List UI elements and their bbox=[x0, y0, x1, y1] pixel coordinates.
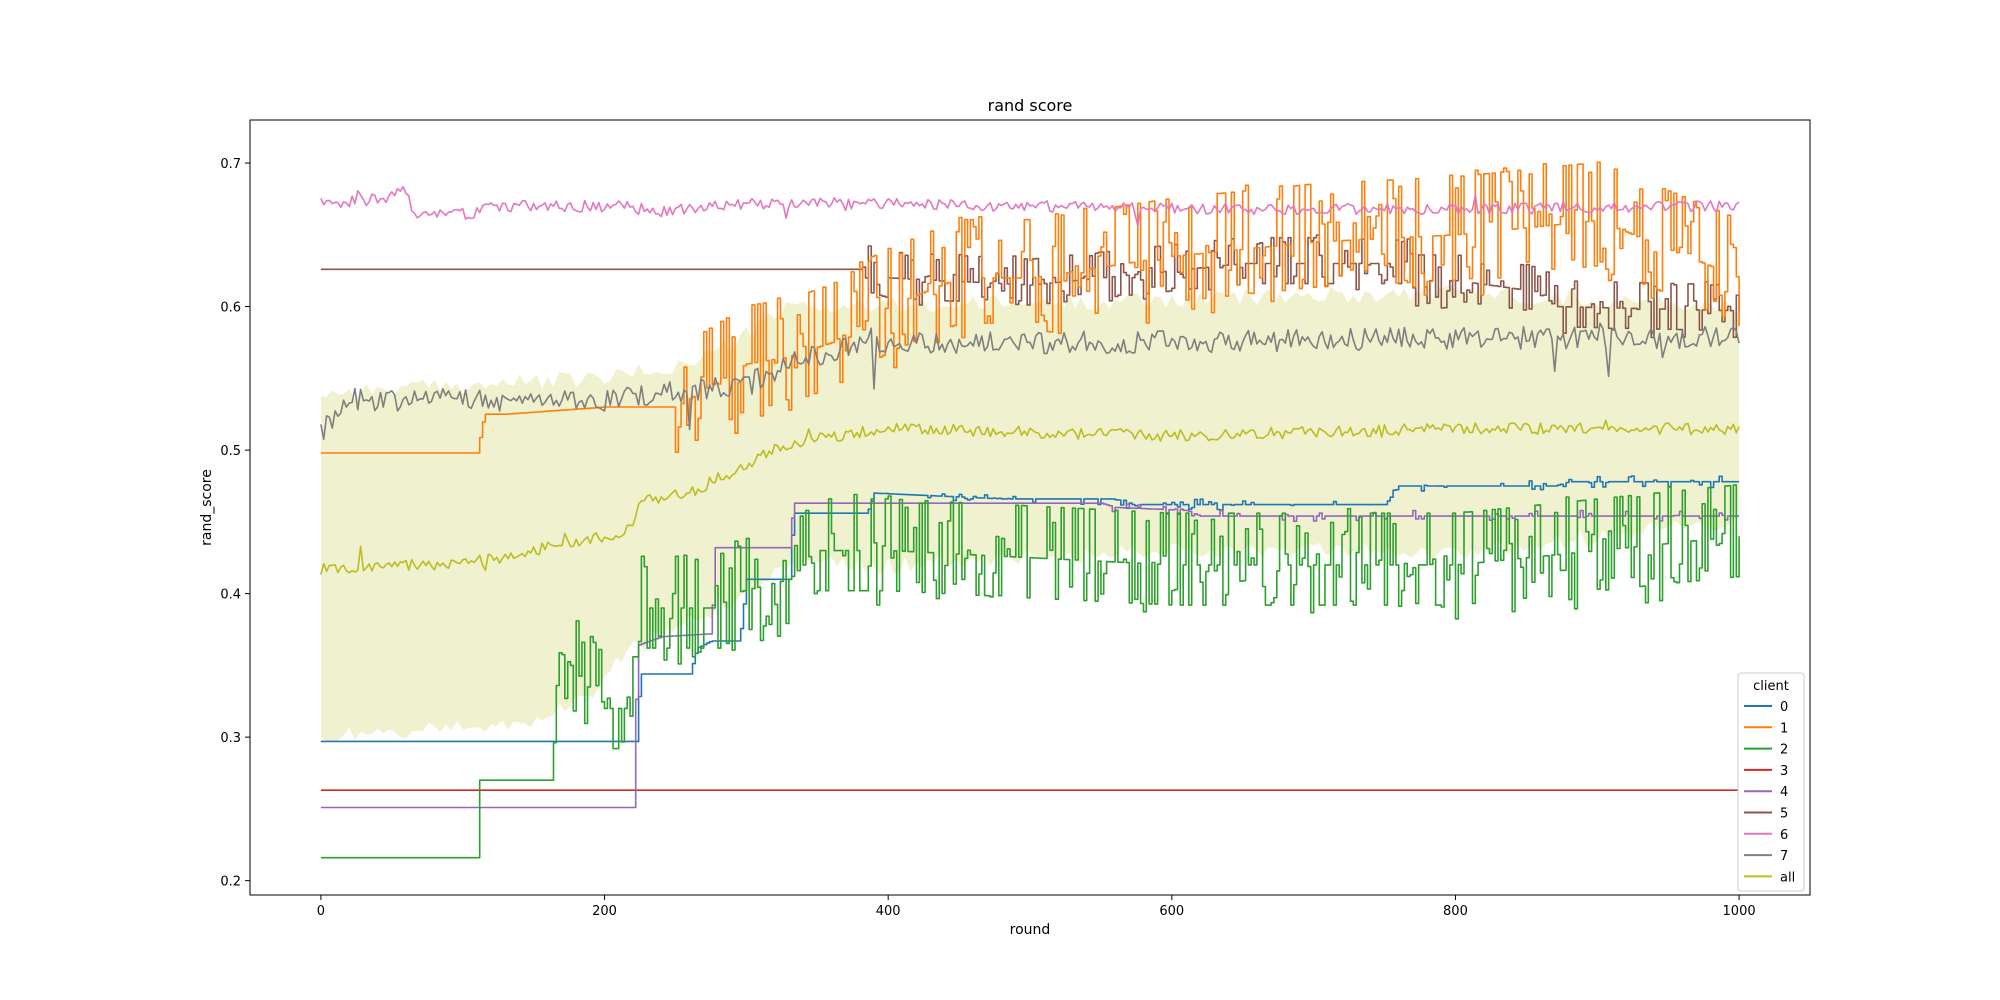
legend-label-6: 6 bbox=[1780, 828, 1788, 843]
y-axis-title: rand_score bbox=[199, 469, 215, 546]
y-tick-label: 0.6 bbox=[220, 301, 241, 316]
x-tick-label: 400 bbox=[876, 904, 901, 919]
series-lines bbox=[320, 161, 1740, 859]
legend-label-1: 1 bbox=[1780, 721, 1788, 736]
x-tick-label: 800 bbox=[1443, 904, 1468, 919]
series-line-0 bbox=[320, 475, 1740, 743]
legend-label-7: 7 bbox=[1780, 849, 1788, 864]
all-band-area bbox=[320, 284, 1740, 743]
y-tick-label: 0.5 bbox=[220, 444, 241, 459]
legend: client 0 1 2 3 4 5 6 7 all bbox=[1737, 672, 1805, 892]
series-line-1 bbox=[320, 161, 1740, 454]
legend-label-3: 3 bbox=[1780, 764, 1788, 779]
x-tick-label: 200 bbox=[592, 904, 617, 919]
x-axis: 0 200 400 600 800 1000 bbox=[317, 895, 1756, 919]
series-line-4 bbox=[320, 502, 1740, 809]
y-tick-label: 0.7 bbox=[220, 157, 241, 172]
x-tick-label: 0 bbox=[317, 904, 325, 919]
y-axis: 0.2 0.3 0.4 0.5 0.6 0.7 bbox=[220, 157, 250, 890]
legend-label-0: 0 bbox=[1780, 700, 1788, 715]
series-line-7 bbox=[320, 322, 1740, 440]
x-tick-label: 1000 bbox=[1723, 904, 1756, 919]
y-tick-label: 0.2 bbox=[220, 875, 241, 890]
legend-title: client bbox=[1753, 679, 1789, 694]
x-tick-label: 600 bbox=[1159, 904, 1184, 919]
legend-label-4: 4 bbox=[1780, 785, 1788, 800]
y-tick-label: 0.3 bbox=[220, 731, 241, 746]
legend-label-all: all bbox=[1780, 870, 1795, 885]
series-line-all bbox=[320, 419, 1740, 575]
chart-title: rand score bbox=[988, 96, 1073, 115]
y-tick-label: 0.4 bbox=[220, 588, 241, 603]
series-line-5 bbox=[320, 234, 1740, 339]
series-line-6 bbox=[320, 186, 1740, 227]
legend-label-5: 5 bbox=[1780, 807, 1788, 822]
all-confidence-band bbox=[320, 284, 1740, 743]
x-axis-title: round bbox=[1010, 922, 1051, 938]
legend-label-2: 2 bbox=[1780, 743, 1788, 758]
series-line-2 bbox=[320, 484, 1740, 859]
plot-frame bbox=[249, 119, 1811, 896]
